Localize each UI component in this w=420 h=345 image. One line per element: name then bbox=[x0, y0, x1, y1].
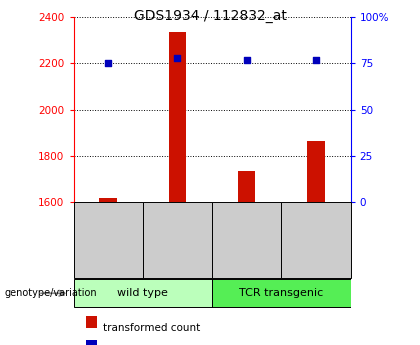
Bar bbox=[100, 198, 117, 202]
Bar bbox=[238, 171, 255, 202]
Point bbox=[313, 57, 320, 62]
Bar bbox=[169, 32, 186, 202]
Bar bbox=[307, 141, 325, 202]
Text: TCR transgenic: TCR transgenic bbox=[239, 288, 323, 298]
Text: wild type: wild type bbox=[117, 288, 168, 298]
Text: transformed count: transformed count bbox=[103, 323, 200, 333]
Text: GSM89494: GSM89494 bbox=[173, 217, 182, 263]
FancyBboxPatch shape bbox=[212, 279, 351, 307]
Text: GSM89496: GSM89496 bbox=[312, 217, 320, 263]
Point bbox=[174, 55, 181, 61]
Text: genotype/variation: genotype/variation bbox=[4, 288, 97, 298]
Text: GSM89493: GSM89493 bbox=[104, 217, 113, 263]
Point bbox=[105, 61, 112, 66]
Point bbox=[244, 57, 250, 62]
FancyBboxPatch shape bbox=[74, 279, 212, 307]
Text: GDS1934 / 112832_at: GDS1934 / 112832_at bbox=[134, 9, 286, 23]
Text: GSM89495: GSM89495 bbox=[242, 217, 251, 263]
